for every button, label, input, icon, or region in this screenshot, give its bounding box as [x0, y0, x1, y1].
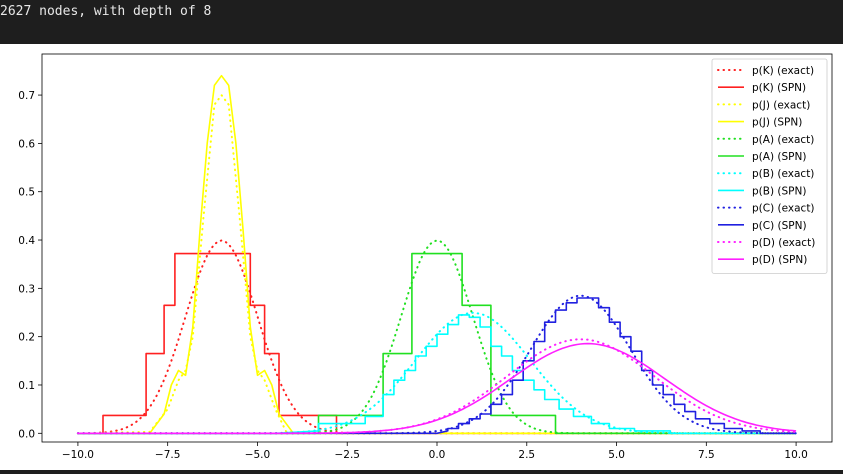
- legend-label: p(J) (exact): [752, 99, 810, 111]
- legend-label: p(C) (SPN): [752, 220, 807, 232]
- legend-label: p(D) (SPN): [752, 254, 807, 266]
- y-tick-label: 0.7: [18, 90, 35, 102]
- legend-label: p(B) (SPN): [752, 185, 806, 197]
- y-tick-label: 0.5: [18, 187, 35, 199]
- legend: p(K) (exact) p(K) (SPN) p(J) (exact) p(J) (…: [711, 58, 828, 274]
- series-line-9: [77, 297, 797, 435]
- y-tick-label: 0.3: [18, 283, 35, 295]
- x-tick-label: 7.5: [698, 449, 715, 461]
- series-line-8: [76, 294, 798, 435]
- legend-label: p(A) (SPN): [752, 151, 806, 163]
- plot-area: [76, 74, 798, 435]
- y-tick-label: 0.6: [18, 138, 35, 150]
- y-tick-label: 0.4: [18, 235, 35, 247]
- series-line-5: [77, 252, 797, 435]
- chart-panel: −10.0 −7.5 −5.0 −2.5 0.0 2.5 5.0 7.5 10.0 0.0 0.1 0…: [0, 44, 843, 470]
- legend-label: p(J) (SPN): [752, 117, 802, 129]
- series-line-11: [77, 342, 797, 435]
- series-line-7: [77, 314, 797, 435]
- x-tick-label: 5.0: [608, 449, 625, 461]
- legend-label: p(C) (exact): [752, 203, 815, 215]
- x-tick-label: 0.0: [429, 449, 446, 461]
- x-tick-label: 2.5: [518, 449, 535, 461]
- legend-box: [711, 58, 828, 274]
- console-output: 2627 nodes, with depth of 8: [0, 0, 843, 40]
- density-chart: −10.0 −7.5 −5.0 −2.5 0.0 2.5 5.0 7.5 10.0 0.0 0.1 0…: [18, 53, 833, 461]
- legend-label: p(A) (exact): [752, 134, 814, 146]
- x-tick-label: −2.5: [334, 449, 360, 461]
- console-output-text: 2627 nodes, with depth of 8: [0, 4, 212, 19]
- legend-label: p(B) (exact): [752, 168, 814, 180]
- legend-label: p(K) (exact): [752, 65, 814, 77]
- x-tick-label: 10.0: [784, 449, 807, 461]
- series-line-3: [77, 74, 797, 435]
- series-line-10: [76, 338, 798, 435]
- x-tick-label: −5.0: [245, 449, 271, 461]
- y-tick-label: 0.0: [18, 428, 35, 440]
- series-line-2: [76, 94, 798, 435]
- legend-label: p(K) (SPN): [752, 82, 806, 94]
- series-line-1: [77, 252, 797, 435]
- y-tick-label: 0.1: [18, 380, 35, 392]
- legend-label: p(D) (exact): [752, 237, 815, 249]
- x-tick-label: −7.5: [155, 449, 181, 461]
- x-tick-label: −10.0: [62, 449, 94, 461]
- axes: −10.0 −7.5 −5.0 −2.5 0.0 2.5 5.0 7.5 10.0 0.0 0.1 0…: [18, 53, 833, 461]
- y-tick-label: 0.2: [18, 332, 35, 344]
